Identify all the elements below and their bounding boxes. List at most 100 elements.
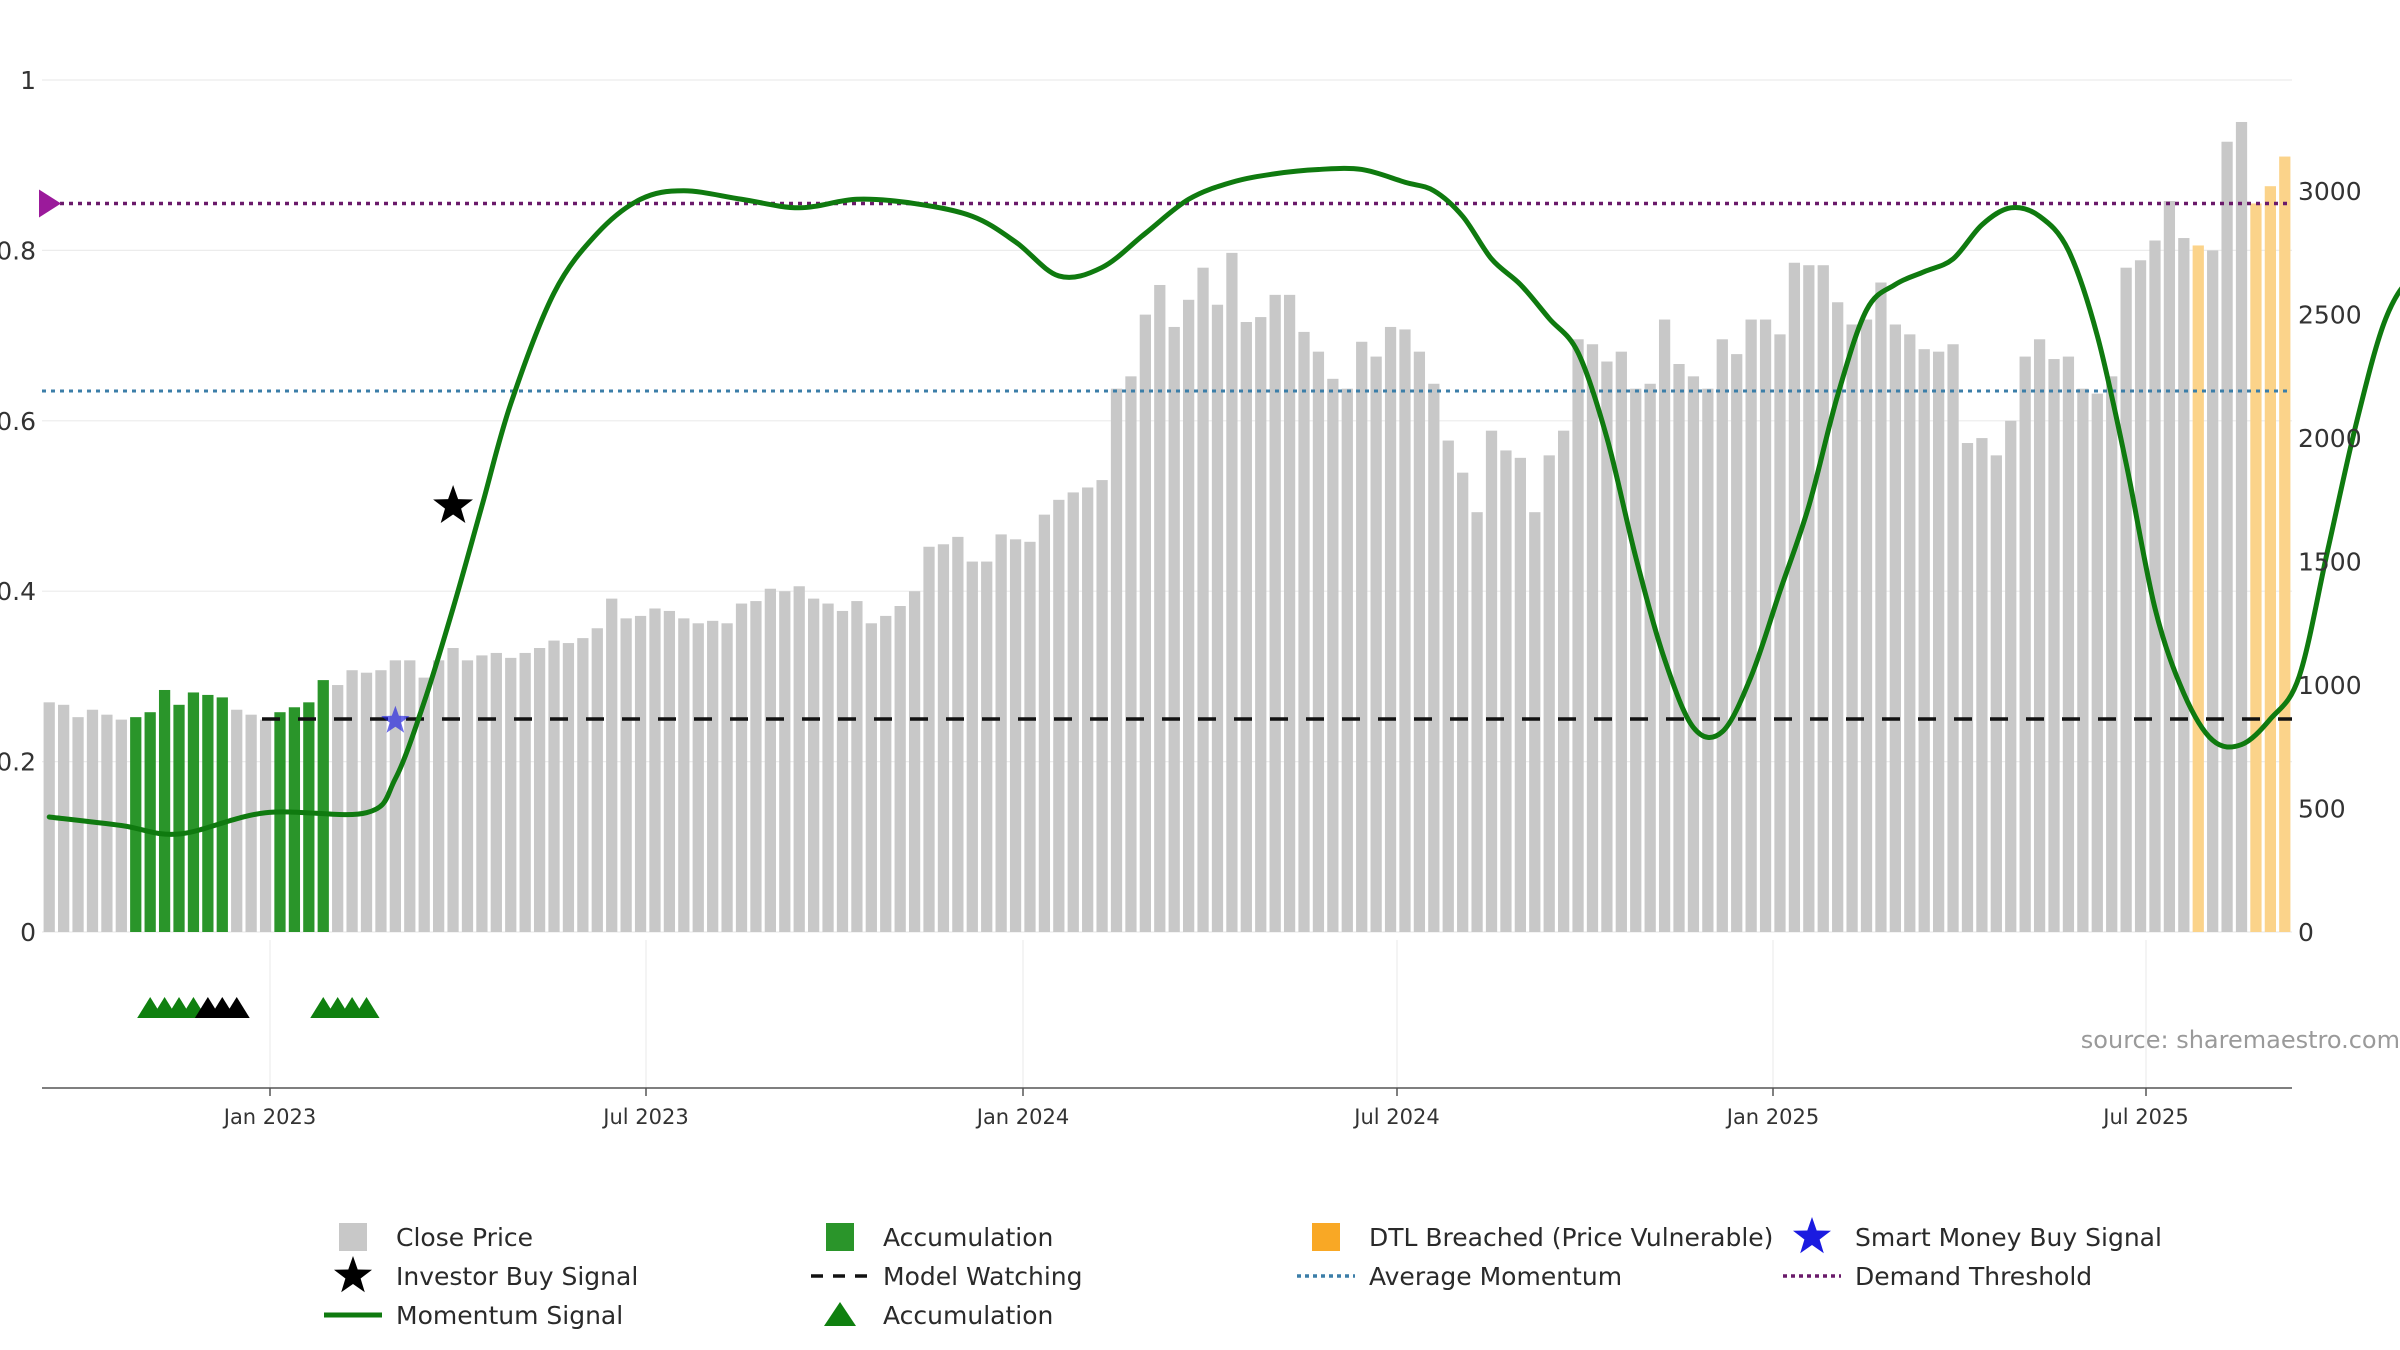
close-price-bar [418,677,430,932]
close-price-bar [1658,319,1671,932]
smart-money-buy-signal-marker [381,705,410,733]
close-price-bar [1428,383,1440,932]
close-price-bar [620,618,632,932]
close-price-bar [1168,326,1180,932]
close-price-bar [2163,201,2176,933]
x-axis-tick-label: Jan 2024 [975,1105,1070,1129]
accumulation-bar [216,697,228,932]
close-price-bar [1067,492,1079,932]
close-price-bar [995,534,1007,932]
right-axis-tick-label: 2500 [2298,301,2362,330]
close-price-bar [663,610,676,932]
accumulation-bar [202,694,214,932]
close-price-bar [1240,322,1252,932]
close-price-bar [1529,512,1541,932]
close-price-bar [1485,430,1498,932]
legend-item: DTL Breached (Price Vulnerable) [1312,1223,1773,1252]
right-axis-tick-label: 0 [2298,918,2314,947]
close-price-bar [937,544,950,932]
close-price-bar [476,655,488,932]
close-price-bar [1356,341,1368,932]
price-bars [43,121,2291,933]
momentum-signal-path [46,165,2400,837]
close-price-bar [735,603,748,932]
close-price-bar [793,586,805,932]
close-price-bar [346,670,358,932]
right-axis-tick-label: 1000 [2298,671,2362,700]
axes [42,1087,2292,1096]
close-price-bar [822,603,834,932]
close-price-bar [952,536,964,932]
close-price-bar [1716,339,1728,933]
close-price-bar [2134,260,2147,932]
close-price-bar [1211,304,1224,932]
right-axis-tick-label: 1500 [2298,548,2362,577]
close-price-bar [447,648,459,932]
accumulation-bar [158,689,171,932]
close-price-bar [519,652,531,932]
close-price-bar [2091,393,2103,933]
right-axis-tick-label: 500 [2298,795,2346,824]
legend-star-investor-icon [334,1256,372,1293]
close-price-bar [1370,356,1382,932]
accumulation-bar [144,712,156,932]
accumulation-triangle-marker [353,997,380,1018]
close-price-bar [577,638,589,932]
close-price-bar [2062,356,2075,932]
close-price-bar [634,615,647,932]
legend-item: Momentum Signal [324,1301,623,1330]
accumulation-bar [130,717,142,932]
close-price-bar [923,546,935,932]
legend-star-smart-money-icon [1793,1217,1831,1254]
close-price-bar [2235,121,2248,932]
legend-label: Accumulation [883,1223,1053,1252]
signal-markers [137,485,473,1018]
close-price-bar [1082,487,1094,932]
accumulation-bar [187,692,200,932]
tick-labels: 0 0.2 0.4 0.6 0.8 1 0 500 1000 1500 2000 2500 3000 Ja… [0,66,2362,1129]
close-price-bar [721,623,733,932]
left-axis-tick-label: 0 [20,918,36,947]
close-price-bar [1918,349,1930,932]
close-price-bar [1283,294,1296,932]
close-price-bar [433,660,445,932]
close-price-bar [259,719,272,932]
accumulation-bar [303,702,315,932]
right-axis-tick-label: 3000 [2298,177,2362,206]
x-axis-tick-label: Jan 2023 [222,1105,317,1129]
close-price-bar [1471,512,1483,932]
close-price-bar [1413,351,1426,932]
legend-swatch-accumulation [826,1223,854,1251]
close-price-bar [562,643,575,932]
close-price-bar [606,598,618,932]
dtl-breached-bar [2250,203,2262,932]
close-price-bar [1601,361,1613,933]
close-price-bar [779,591,791,932]
close-price-bar [1183,299,1195,933]
legend-item: Model Watching [811,1262,1083,1291]
close-price-bar [1630,388,1642,932]
close-price-bar [1341,388,1353,932]
close-price-bar [1933,351,1945,932]
legend-label: Investor Buy Signal [396,1262,638,1291]
accumulation-bar [317,680,329,932]
close-price-bar [461,660,474,932]
close-price-bar [678,618,690,932]
x-axis-tick-label: Jul 2024 [1352,1105,1439,1129]
momentum-signal-line [46,165,2400,837]
close-price-bar [1745,319,1757,932]
dtl-breached-bar [2192,245,2204,932]
close-price-bar [836,610,849,932]
close-price-bar [1197,267,1209,932]
source-label: source: sharemaestro.com [2081,1026,2400,1054]
x-axis-tick-label: Jul 2025 [2101,1105,2188,1129]
close-price-bar [880,615,892,932]
close-price-bar [2207,250,2219,932]
close-price-bar [591,628,603,932]
legend-label: Average Momentum [1369,1262,1622,1291]
legend-label: Close Price [396,1223,533,1252]
legend-item: Average Momentum [1297,1262,1622,1291]
accumulation-bar [274,712,286,932]
demand-threshold-marker [39,189,61,218]
close-price-bar [1889,324,1901,933]
